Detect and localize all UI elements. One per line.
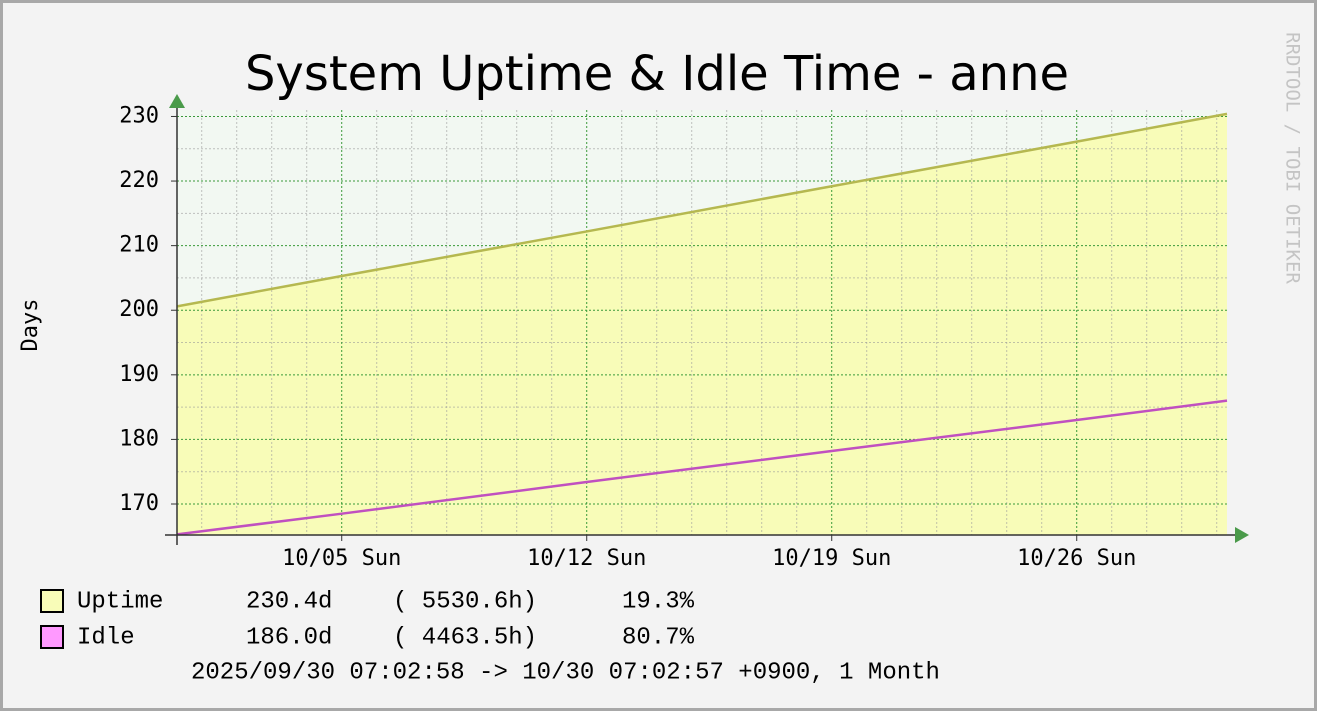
- legend-stat: 186.0d: [246, 624, 332, 651]
- legend-stat: 80.7%: [622, 624, 695, 651]
- y-tick-label: 200: [119, 297, 159, 322]
- y-tick-label: 180: [119, 426, 159, 451]
- legend-label: Idle: [77, 624, 135, 651]
- legend-stat: ( 4463.5h): [393, 624, 537, 651]
- legend-label: Uptime: [77, 588, 163, 615]
- x-axis-arrow: [1235, 527, 1249, 543]
- x-tick-label: 10/12 Sun: [527, 546, 646, 571]
- y-tick-label: 190: [119, 362, 159, 387]
- y-tick-label: 230: [119, 103, 159, 128]
- legend-swatch: [40, 625, 64, 649]
- x-tick-label: 10/19 Sun: [772, 546, 891, 571]
- y-tick-label: 170: [119, 491, 159, 516]
- x-tick-label: 10/26 Sun: [1017, 546, 1136, 571]
- x-tick-label: 10/05 Sun: [282, 546, 401, 571]
- legend-swatch: [40, 589, 64, 613]
- legend-stat: 230.4d: [246, 588, 332, 615]
- y-tick-label: 220: [119, 168, 159, 193]
- y-axis-arrow: [169, 94, 185, 108]
- legend-stat: 19.3%: [622, 588, 695, 615]
- chart-title: System Uptime & Idle Time - anne: [245, 46, 1069, 102]
- series-line: [176, 112, 1228, 308]
- y-tick-label: 210: [119, 233, 159, 258]
- series-line: [176, 399, 1228, 536]
- legend-stat: ( 5530.6h): [393, 588, 537, 615]
- watermark: RRDTOOL / TOBI OETIKER: [1282, 32, 1304, 284]
- y-axis-label: Days: [18, 299, 43, 352]
- area-fill: [177, 113, 1227, 536]
- footer: 2025/09/30 07:02:58 -> 10/30 07:02:57 +0…: [191, 659, 940, 686]
